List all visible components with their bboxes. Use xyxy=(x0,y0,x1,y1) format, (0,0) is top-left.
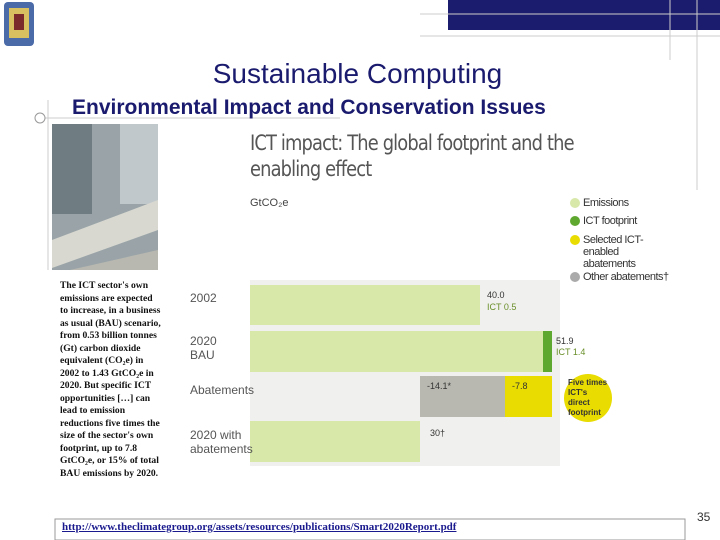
bar-other-abatement xyxy=(420,376,505,417)
photo xyxy=(52,124,158,270)
row-label: Abatements xyxy=(190,383,255,397)
bar xyxy=(250,331,543,372)
link-box xyxy=(54,518,686,540)
ict-label: ICT 0.5 xyxy=(487,302,517,312)
callout-circle xyxy=(564,374,612,422)
legend-entry: Selected ICT-enabled abatements xyxy=(583,234,644,270)
logo xyxy=(4,2,34,46)
figure-title: ICT impact: The global footprint and the… xyxy=(250,131,575,181)
row-label: 2002 xyxy=(190,291,217,305)
slide-title: Sustainable Computing xyxy=(212,58,503,89)
bar xyxy=(250,421,420,462)
value-label: -14.1* xyxy=(427,381,452,391)
value-label: 30† xyxy=(430,428,446,438)
bar-ict xyxy=(543,331,552,372)
value-label: -7.8 xyxy=(512,381,528,391)
unit-label: GtCO₂e xyxy=(250,197,289,209)
value-label: 40.0 xyxy=(487,290,505,300)
legend-entry: Emissions xyxy=(583,197,629,209)
row-label: 2020 with abatements xyxy=(190,428,253,456)
slide-subtitle: Environmental Impact and Conservation Is… xyxy=(72,96,546,119)
bar-ict-abatement xyxy=(505,376,552,417)
value-label: 51.9 xyxy=(556,336,574,346)
legend-entry: ICT footprint xyxy=(583,215,637,227)
header-bar xyxy=(448,0,720,30)
deco-circle xyxy=(34,112,46,124)
legend-swatches xyxy=(570,198,580,282)
legend-entry: Other abatements† xyxy=(583,271,669,283)
page-number: 35 xyxy=(697,510,711,524)
ict-label: ICT 1.4 xyxy=(556,347,586,357)
bar xyxy=(250,285,480,325)
source-link[interactable]: http://www.theclimategroup.org/assets/re… xyxy=(62,521,457,533)
row-label: 2020 BAU xyxy=(190,334,217,362)
deco-grid xyxy=(40,0,720,270)
callout-text: Five times ICT's direct footprint xyxy=(568,378,608,417)
body-text: The ICT sector's own emissions are expec… xyxy=(60,280,161,479)
